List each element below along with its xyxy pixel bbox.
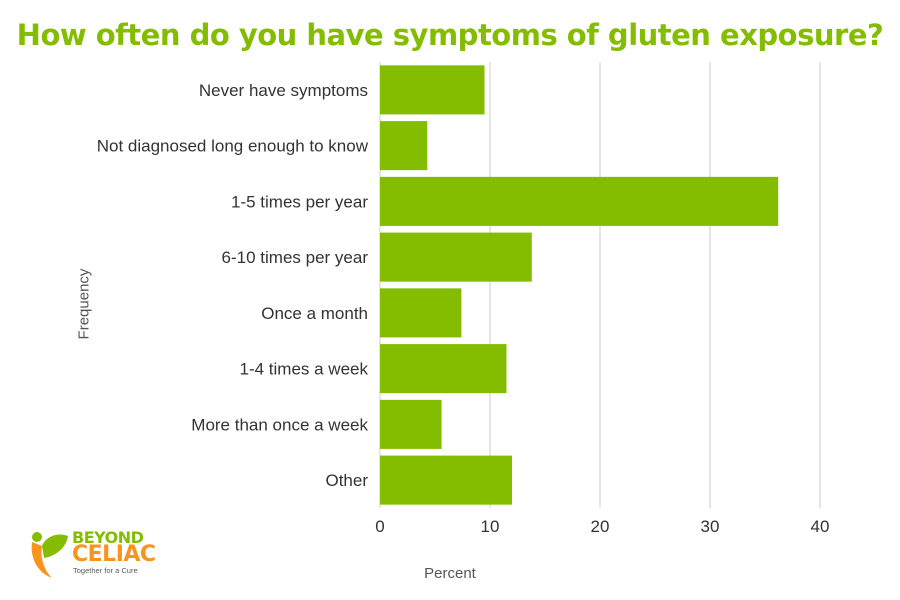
- bar: [380, 65, 485, 115]
- x-axis-label: Percent: [424, 565, 476, 582]
- category-label: 6-10 times per year: [222, 248, 369, 267]
- logo-mark-icon: [31, 532, 68, 578]
- logo-text-beyond: BEYOND: [72, 528, 144, 547]
- bar: [380, 344, 507, 394]
- chart-title: How often do you have symptoms of gluten…: [16, 18, 884, 52]
- category-label: Other: [325, 471, 368, 490]
- bar: [380, 288, 462, 338]
- category-label: Not diagnosed long enough to know: [97, 137, 369, 156]
- beyond-celiac-logo: BEYOND CELIAC Together for a Cure: [26, 528, 156, 580]
- logo-text-celiac: CELIAC: [72, 542, 156, 567]
- bar: [380, 232, 532, 282]
- bar: [380, 121, 428, 171]
- bar: [380, 399, 442, 449]
- x-tick-label: 10: [481, 517, 500, 536]
- bar: [380, 176, 779, 226]
- x-tick-label: 40: [811, 517, 830, 536]
- bar: [380, 455, 512, 505]
- category-label: More than once a week: [191, 415, 368, 434]
- logo-tagline: Together for a Cure: [73, 566, 138, 575]
- category-label: 1-4 times a week: [240, 360, 369, 379]
- x-tick-label: 30: [701, 517, 720, 536]
- category-label: Once a month: [261, 304, 368, 323]
- y-axis-label: Frequency: [75, 268, 93, 340]
- category-label: Never have symptoms: [199, 81, 368, 100]
- x-tick-label: 20: [591, 517, 610, 536]
- x-tick-label: 0: [375, 517, 384, 536]
- category-label: 1-5 times per year: [231, 192, 368, 211]
